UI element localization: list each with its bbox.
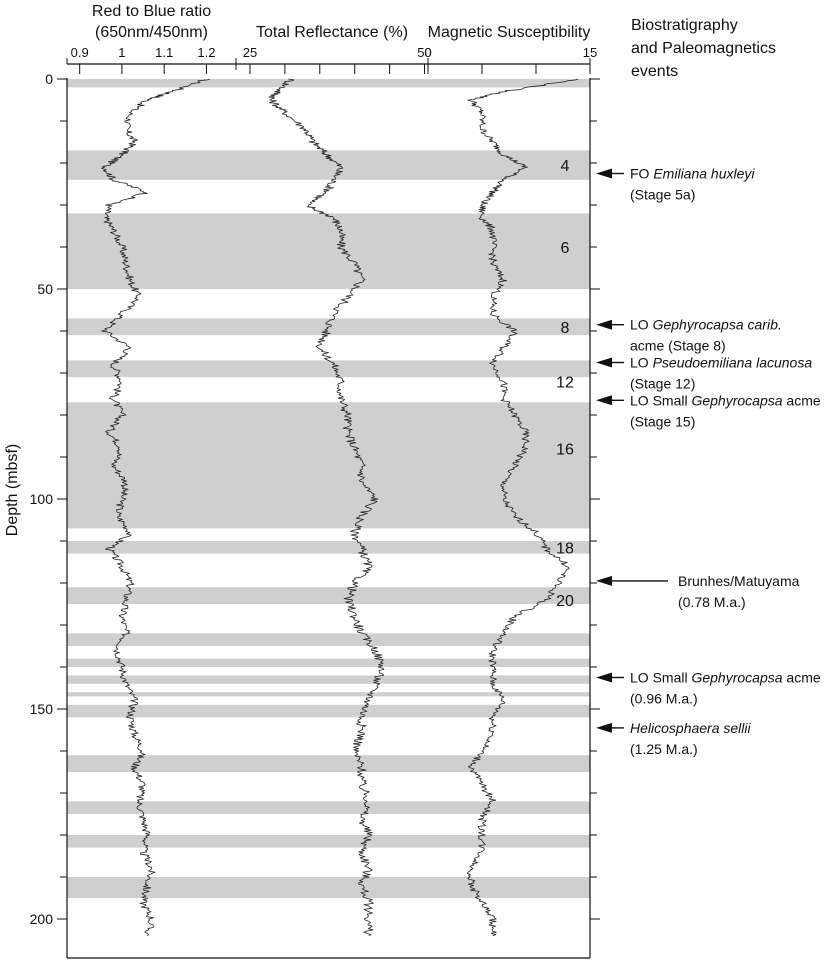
event-arrowhead [596,575,612,586]
event-sublabel: (Stage 12) [630,376,695,392]
events-header-line1: Biostratigraphy [631,17,738,34]
grey-band [67,587,590,604]
events-header-line2: and Paleomagnetics [631,40,776,57]
y-axis-label: Depth (mbsf) [4,444,21,536]
event-text-span: acme [783,670,821,686]
grey-band [67,801,590,814]
track-tick-label: 1.2 [197,45,215,60]
event-sublabel: (0.78 M.a.) [678,594,746,610]
grey-band [67,755,590,772]
event-arrowhead [596,168,612,179]
stage-labels: 4 6 8 12 16 18 20 [556,158,574,610]
event-arrowhead [596,319,612,330]
event-sublabel: (0.96 M.a.) [630,691,698,707]
event-text-span: Gephyrocapsa carib. [653,317,782,333]
event-label: FO Emiliana huxleyi [630,166,755,182]
track-tick-label: 50 [417,45,431,60]
depth-tick-label: 200 [30,911,54,927]
event-label: LO Small Gephyrocapsa acme [630,670,821,686]
event-text-span: (0.78 M.a.) [678,594,746,610]
grey-band [67,675,590,684]
event-text-span: acme (Stage 8) [630,338,726,354]
trace-line [466,78,579,937]
event-text-span: acme [783,392,821,408]
track-subtitle: (650nm/450nm) [95,24,208,41]
grey-band [67,360,590,378]
track-tick-label: 25 [243,45,257,60]
grey-band [67,704,590,718]
event-text-span: LO Small [630,670,691,686]
event-text-span: Gephyrocapsa [691,392,782,408]
stage-label: 12 [556,374,574,391]
event-sublabel: (Stage 5a) [630,187,695,203]
event-arrowhead [596,672,612,683]
grey-band [67,877,590,898]
stage-label: 16 [556,442,574,459]
event-label: LO Small Gephyrocapsa acme [630,392,821,408]
track-tick-label: 1 [118,45,125,60]
trace-line [268,78,385,937]
track-title: Red to Blue ratio [92,3,211,20]
depth-tick-label: 50 [37,281,53,297]
track-top-axes: 0.9 1 1.1 1.2 Red to Blue ratio (650nm/450nm)… [66,3,597,74]
depth-tick-label: 0 [45,71,53,87]
grey-band [67,79,590,88]
event-arrowhead [596,722,612,733]
stage-label: 18 [556,540,574,557]
event-sublabel: (1.25 M.a.) [630,741,698,757]
event-label: LO Pseudoemiliana lacunosa [630,355,812,371]
event-text-span: Pseudoemiliana lacunosa [653,355,813,371]
track-title: Magnetic Susceptibility [428,24,591,41]
depth-tick-label: 100 [30,491,54,507]
events-header-line3: events [631,63,678,80]
stage-label: 8 [561,320,570,337]
plot-frame [57,78,600,959]
event-text-span: Brunhes/Matuyama [678,573,800,589]
event-text-span: (Stage 15) [630,413,695,429]
stage-label: 6 [561,240,570,257]
depth-axis: 0 50 100 150 200 [30,71,54,927]
grey-band [67,633,590,646]
event-text-span: LO Small [630,392,691,408]
stage-label: 20 [556,593,574,610]
event-text-span: Gephyrocapsa [691,670,782,686]
data-traces [101,78,579,937]
track-tick-label: 15 [583,45,597,60]
event-text-span: FO [630,166,653,182]
event-label: Brunhes/Matuyama [678,573,800,589]
trace-line [101,78,210,937]
grey-band [67,213,590,289]
grey-band [67,692,590,697]
event-sublabel: (Stage 15) [630,413,695,429]
event-arrowhead [596,357,612,368]
grey-band [67,835,590,848]
stage-label: 4 [561,158,570,175]
event-sublabel: acme (Stage 8) [630,338,726,354]
event-label: LO Gephyrocapsa carib. [630,317,782,333]
event-text-span: Emiliana huxleyi [653,166,755,182]
event-text-span: LO [630,317,653,333]
event-text-span: (Stage 12) [630,376,695,392]
track-title: Total Reflectance (%) [256,24,408,41]
depth-tick-label: 150 [30,701,54,717]
event-label: Helicosphaera sellii [630,720,752,736]
grey-band [67,402,590,529]
track-tick-label: 1.1 [155,45,173,60]
event-text-span: LO [630,355,653,371]
event-arrowhead [596,395,612,406]
event-text-span: Helicosphaera sellii [630,720,752,736]
grey-band [67,658,590,667]
event-text-span: (1.25 M.a.) [630,741,698,757]
event-annotations: FO Emiliana huxleyi (Stage 5a) LO Gephyroc… [596,166,821,757]
event-text-span: (0.96 M.a.) [630,691,698,707]
stratigraphic-bands [67,79,590,898]
track-tick-label: 0 [424,45,431,60]
grey-band [67,541,590,554]
track-tick-label: 0.9 [71,45,89,60]
event-text-span: (Stage 5a) [630,187,695,203]
